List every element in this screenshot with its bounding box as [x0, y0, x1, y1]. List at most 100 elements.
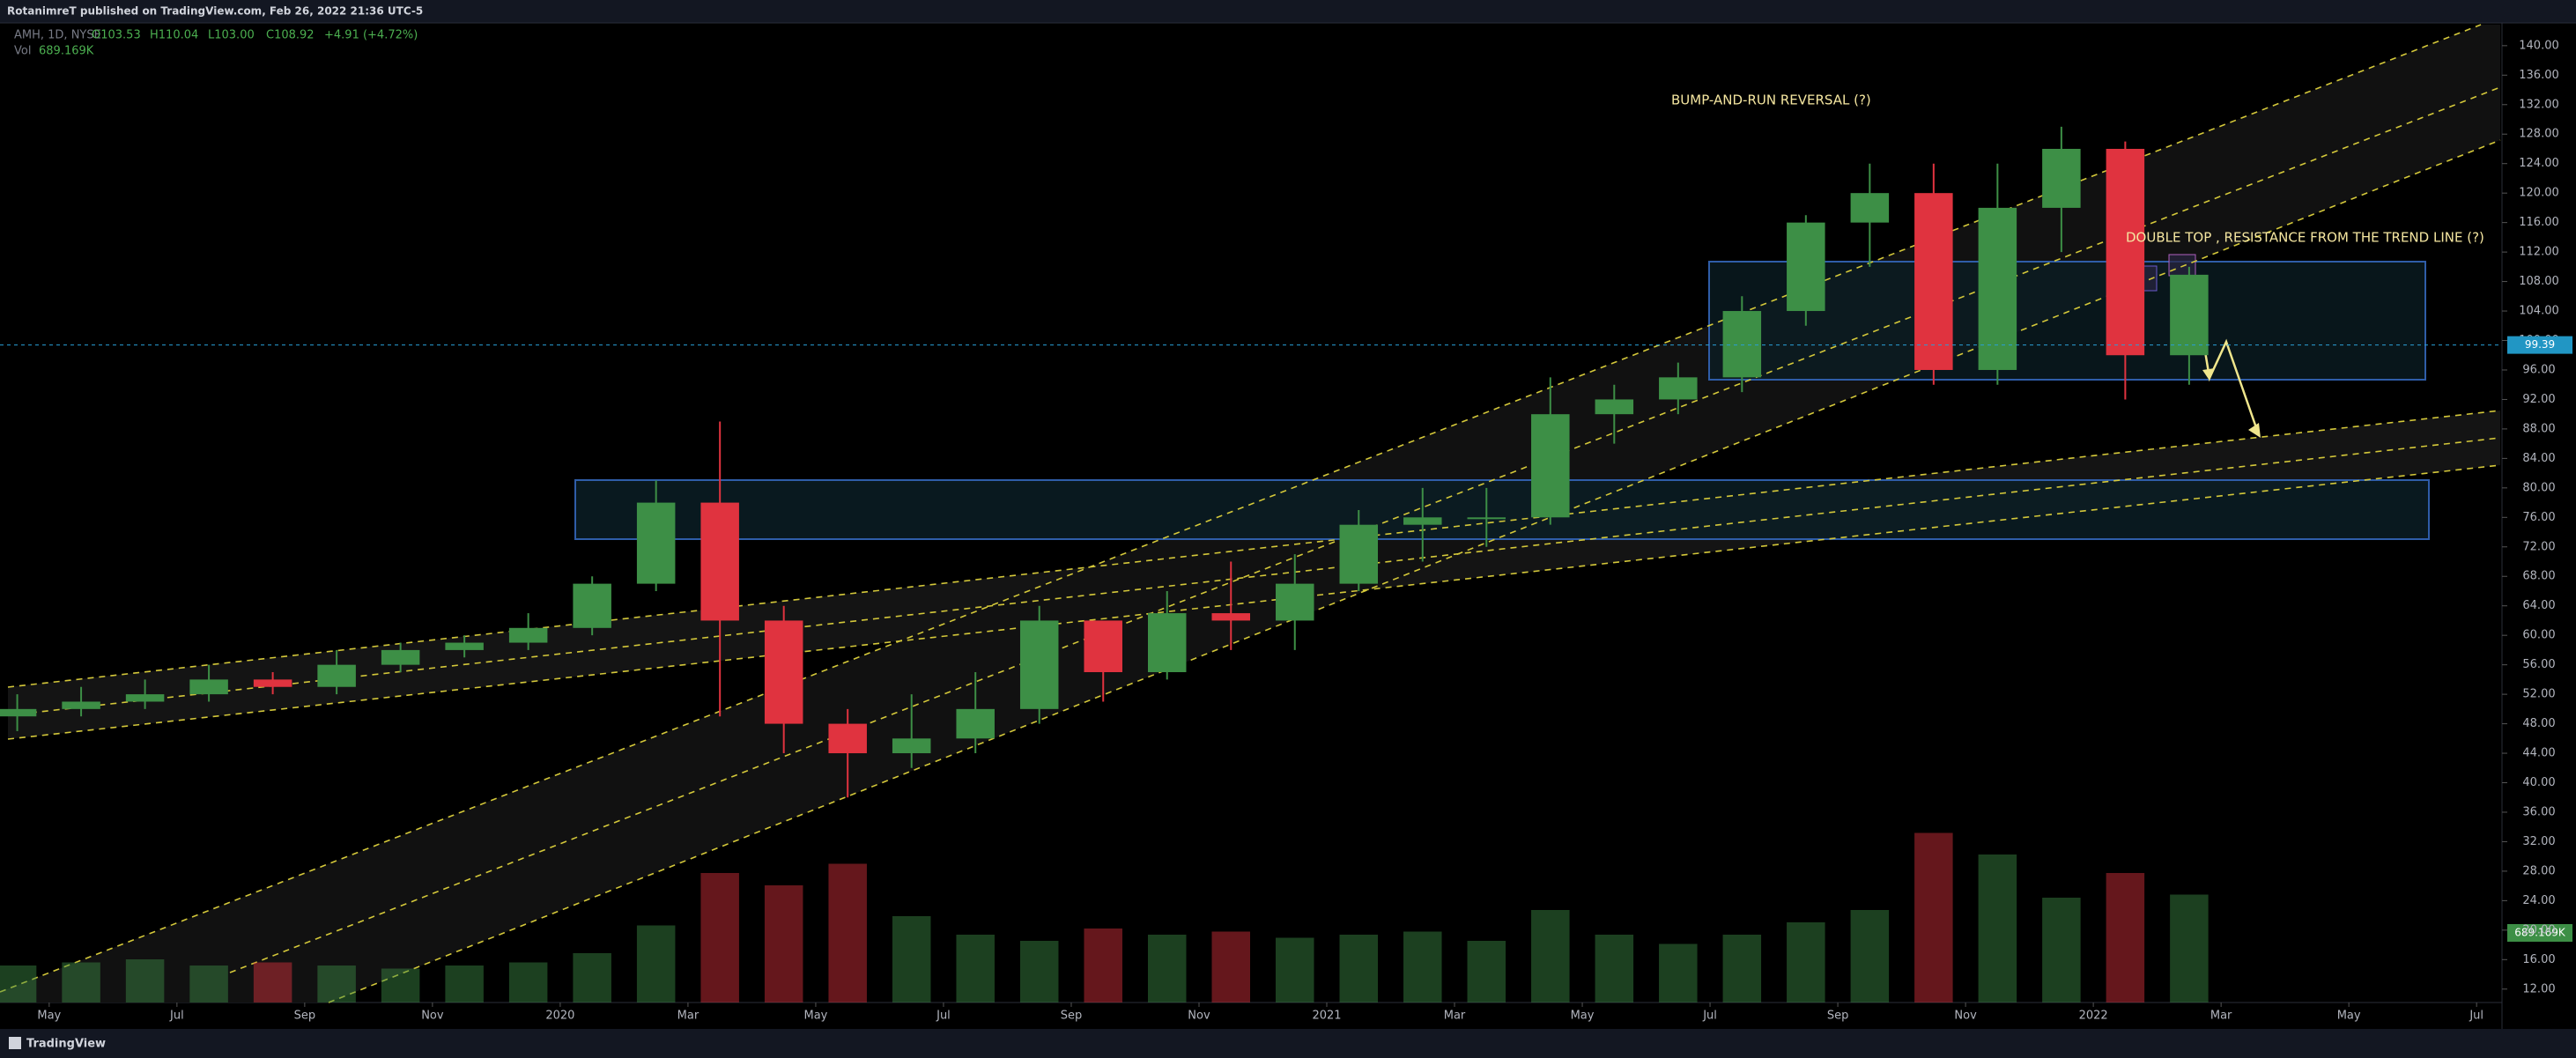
trend-line [7, 437, 2501, 716]
candle-body [1467, 517, 1506, 520]
price-badge-label: 99.39 [2525, 338, 2555, 351]
x-tick-label: Mar [2210, 1010, 2232, 1023]
volume-bar [1914, 832, 1953, 1003]
candle-body [1595, 399, 1634, 415]
candle-body [1978, 207, 2017, 370]
volume-bar [1467, 941, 1506, 1003]
volume-bar [1595, 935, 1634, 1003]
candle-body [1659, 377, 1698, 400]
x-tick-label: Jul [1702, 1010, 1717, 1023]
volume-bar [1978, 855, 2017, 1003]
price-badge [2507, 336, 2572, 354]
logo [9, 1037, 21, 1049]
arrowhead [2248, 423, 2261, 438]
x-tick-label: Nov [1188, 1010, 1210, 1023]
volume-bar [1339, 935, 1379, 1003]
ohlc: C108.92 [266, 29, 315, 42]
y-tick-label: 28.00 [2522, 864, 2555, 877]
y-tick-label: 48.00 [2522, 717, 2555, 730]
volume-bar [1531, 910, 1570, 1003]
candle-body [381, 649, 420, 665]
candle-body [892, 738, 931, 754]
trend-line [7, 464, 2501, 740]
candle-body [573, 583, 611, 628]
volume-bar [0, 966, 37, 1003]
volume-bar [1211, 931, 1250, 1003]
volume-bar [253, 962, 292, 1003]
x-tick-label: Nov [1954, 1010, 1977, 1023]
symbol: AMH, 1D, NYSE [14, 29, 101, 42]
candle-body [445, 642, 484, 650]
x-tick-label: Nov [421, 1010, 444, 1023]
trend-line [0, 24, 2482, 993]
y-tick-label: 96.00 [2522, 363, 2555, 376]
x-tick-label: May [37, 1010, 61, 1023]
volume-bar [636, 925, 676, 1003]
y-tick-label: 16.00 [2522, 953, 2555, 966]
x-tick-label: May [1571, 1010, 1595, 1023]
candle-body [1531, 414, 1570, 518]
x-tick-label: Sep [1827, 1010, 1849, 1023]
y-tick-label: 36.00 [2522, 805, 2555, 818]
volume-bar [1276, 937, 1314, 1003]
ohlc: O103.53 [92, 29, 141, 42]
x-tick-label: Jul [169, 1010, 184, 1023]
candle-body [1211, 613, 1250, 621]
candle-body [1787, 222, 1825, 312]
candle-body [828, 723, 867, 754]
volume-bar [445, 966, 484, 1003]
candle-body [1084, 620, 1122, 673]
candle-body [700, 502, 739, 621]
volume-bar [1850, 910, 1890, 1003]
trend-line [7, 410, 2501, 688]
volume-bar [573, 953, 611, 1003]
x-tick-label: Mar [1444, 1010, 1466, 1023]
candle-body [1403, 517, 1442, 525]
candle-body [2106, 148, 2145, 356]
volume-bar [1722, 935, 1762, 1003]
y-tick-label: 12.00 [2522, 982, 2555, 995]
x-tick-label: Sep [294, 1010, 316, 1023]
y-tick-label: 132.00 [2519, 98, 2559, 111]
y-tick-label: 128.00 [2519, 128, 2559, 141]
volume-bar [764, 885, 803, 1003]
x-tick-label: 2020 [545, 1010, 574, 1023]
annotation: DOUBLE TOP , RESISTANCE FROM THE TREND L… [2126, 230, 2484, 246]
x-tick-label: 2021 [1312, 1010, 1341, 1023]
volume-bar [1147, 935, 1187, 1003]
volume-bar [2170, 894, 2209, 1003]
volume-badge-label: 689.169K [2514, 927, 2566, 939]
volume-value: 689.169K [39, 45, 94, 58]
candle-body [636, 502, 676, 584]
y-tick-label: 24.00 [2522, 894, 2555, 907]
volume-bar [828, 863, 867, 1003]
volume-bar [1084, 929, 1122, 1003]
volume-bar [381, 968, 420, 1003]
y-tick-label: 56.00 [2522, 658, 2555, 671]
candle-body [0, 708, 37, 717]
y-tick-label: 84.00 [2522, 452, 2555, 465]
zone [574, 479, 2430, 540]
candle-body [62, 701, 100, 709]
zone [1708, 261, 2426, 381]
candle-body [1339, 524, 1379, 584]
ohlc: H110.04 [150, 29, 198, 42]
candle-body [1914, 193, 1953, 370]
volume-bar [125, 959, 165, 1003]
ohlc: L103.00 [208, 29, 255, 42]
candle-body [1722, 311, 1762, 378]
y-tick-label: 20.00 [2522, 923, 2555, 936]
y-tick-label: 92.00 [2522, 393, 2555, 406]
candle-body [508, 627, 548, 643]
top-bar [0, 0, 2576, 23]
arrowhead [2202, 368, 2215, 381]
volume-badge [2507, 924, 2572, 942]
x-tick-label: May [2337, 1010, 2361, 1023]
volume-bar [317, 966, 356, 1003]
change: +4.91 (+4.72%) [324, 29, 418, 42]
x-tick-label: Mar [677, 1010, 700, 1023]
x-tick-label: Jul [2469, 1010, 2483, 1023]
candle-body [1850, 193, 1890, 223]
candle-body [1019, 620, 1059, 709]
